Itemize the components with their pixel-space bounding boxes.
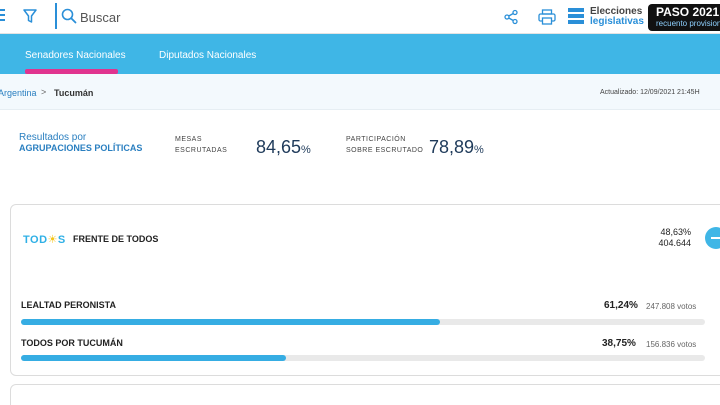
share-icon[interactable] <box>503 9 519 25</box>
party-logo: TOD☀S <box>23 233 66 246</box>
party-logo-text: TOD <box>23 234 48 246</box>
tab-diputados[interactable]: Diputados Nacionales <box>159 50 257 61</box>
participacion-label-2: SOBRE ESCRUTADO <box>346 147 424 154</box>
search-icon[interactable] <box>61 8 77 24</box>
party-card-next[interactable] <box>10 384 720 405</box>
participacion-value: 78,89% <box>429 137 484 158</box>
paso-badge: PASO 2021 recuento provisional <box>648 4 720 31</box>
breadcrumb-separator: > <box>41 87 47 97</box>
collapse-button[interactable] <box>705 227 720 249</box>
results-grouping[interactable]: AGRUPACIONES POLÍTICAS <box>19 143 143 153</box>
list-bar-track <box>21 355 705 361</box>
sun-icon: ☀ <box>47 234 58 246</box>
list-bar-fill <box>21 355 287 361</box>
mesas-number: 84,65 <box>256 137 302 157</box>
list-name: LEALTAD PERONISTA <box>21 300 116 310</box>
party-name: FRENTE DE TODOS <box>73 234 159 244</box>
mesas-label-1: MESAS <box>175 136 203 143</box>
filter-icon[interactable] <box>22 8 38 24</box>
paso-subtitle: recuento provisional <box>656 19 720 28</box>
party-votes: 404.644 <box>658 238 691 248</box>
logo-line-2: legislativas <box>590 16 644 27</box>
elecciones-logo[interactable]: Elecciones legislativas <box>568 6 644 28</box>
search-input[interactable] <box>80 8 380 26</box>
participacion-number: 78,89 <box>429 137 475 157</box>
party-card: TOD☀S FRENTE DE TODOS 48,63% 404.644 LEA… <box>10 204 720 376</box>
breadcrumb-root[interactable]: Argentina <box>0 88 37 98</box>
top-toolbar: Elecciones legislativas PASO 2021 recuen… <box>0 0 720 34</box>
participacion-percent-sign: % <box>474 144 484 156</box>
tab-bar: Senadores Nacionales Diputados Nacionale… <box>0 34 720 74</box>
breadcrumb-current: Tucumán <box>54 88 94 98</box>
breadcrumb: Argentina > Tucumán Actualizado: 12/09/2… <box>0 74 720 110</box>
list-percent: 61,24% <box>604 300 638 311</box>
logo-line-1: Elecciones <box>590 6 643 17</box>
list-votes: 247.808 votos <box>646 302 697 311</box>
minus-icon <box>711 237 720 239</box>
updated-timestamp: Actualizado: 12/09/2021 21:45H <box>600 89 700 96</box>
mesas-percent-sign: % <box>301 144 311 156</box>
toolbar-divider <box>55 3 57 29</box>
mesas-value: 84,65% <box>256 137 311 158</box>
results-label: Resultados por <box>19 132 87 143</box>
active-tab-indicator <box>25 69 118 74</box>
flag-icon <box>568 8 584 24</box>
print-icon[interactable] <box>538 9 556 25</box>
tab-senadores[interactable]: Senadores Nacionales <box>25 50 126 61</box>
participacion-label-1: PARTICIPACIÓN <box>346 136 406 143</box>
list-name: TODOS POR TUCUMÁN <box>21 338 123 348</box>
party-percent: 48,63% <box>660 227 691 237</box>
list-percent: 38,75% <box>602 338 636 349</box>
list-bar-fill <box>21 319 440 325</box>
paso-title: PASO 2021 <box>656 5 720 19</box>
list-votes: 156.836 votos <box>646 340 697 349</box>
mesas-label-2: ESCRUTADAS <box>175 147 228 154</box>
party-logo-end: S <box>57 234 66 246</box>
menu-icon[interactable] <box>0 9 8 23</box>
list-bar-track <box>21 319 705 325</box>
